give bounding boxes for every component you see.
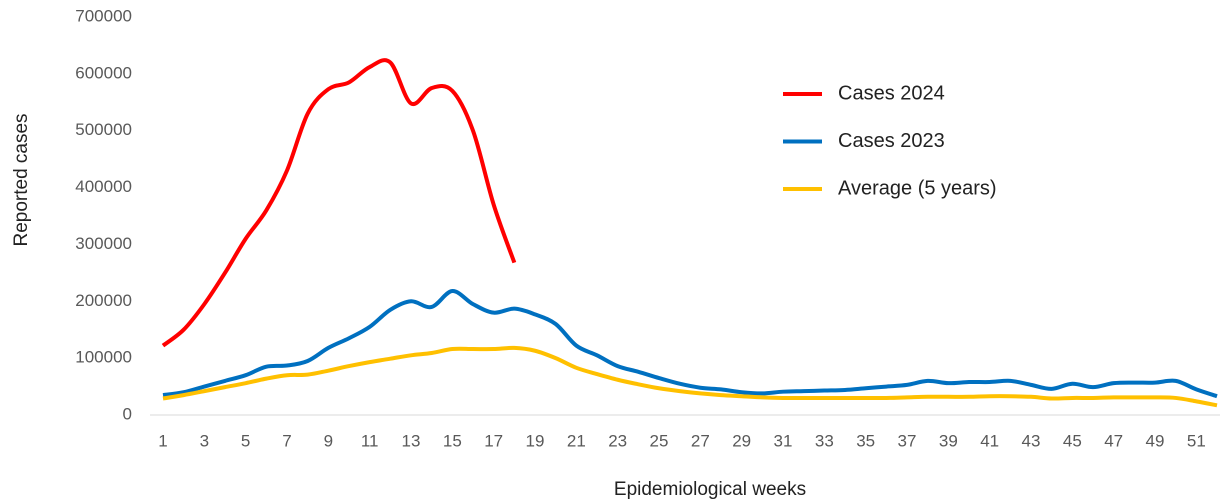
x-tick-label: 43 <box>1022 431 1041 450</box>
x-tick-label: 35 <box>856 431 875 450</box>
x-tick-label: 33 <box>815 431 834 450</box>
x-tick-label: 3 <box>200 431 209 450</box>
y-tick-label: 300000 <box>75 234 132 253</box>
x-tick-label: 11 <box>361 431 379 450</box>
x-tick-label: 47 <box>1104 431 1123 450</box>
y-tick-label: 400000 <box>75 177 132 196</box>
x-tick-label: 9 <box>324 431 333 450</box>
legend-label: Average (5 years) <box>838 177 997 199</box>
y-tick-label: 600000 <box>75 63 132 82</box>
y-tick-label: 500000 <box>75 120 132 139</box>
x-tick-label: 17 <box>484 431 503 450</box>
x-axis-label: Epidemiological weeks <box>614 479 806 500</box>
x-tick-label: 19 <box>526 431 545 450</box>
y-tick-label: 200000 <box>75 291 132 310</box>
y-tick-label: 0 <box>123 404 132 423</box>
x-tick-label: 37 <box>898 431 917 450</box>
x-tick-label: 7 <box>282 431 291 450</box>
x-tick-label: 21 <box>567 431 586 450</box>
x-tick-label: 51 <box>1187 431 1206 450</box>
y-tick-label: 700000 <box>75 6 132 25</box>
legend-label: Cases 2023 <box>838 130 945 152</box>
legend-label: Cases 2024 <box>838 82 945 104</box>
series-line <box>162 289 1218 399</box>
x-tick-label: 29 <box>732 431 751 450</box>
x-tick-label: 45 <box>1063 431 1082 450</box>
y-axis-label: Reported cases <box>11 113 32 246</box>
x-tick-label: 49 <box>1146 431 1165 450</box>
x-tick-label: 15 <box>443 431 462 450</box>
x-tick-label: 39 <box>939 431 958 450</box>
x-tick-label: 5 <box>241 431 250 450</box>
x-tick-label: 13 <box>402 431 421 450</box>
x-tick-label: 1 <box>158 431 167 450</box>
x-tick-label: 25 <box>650 431 669 450</box>
x-tick-label: 31 <box>774 431 793 450</box>
series-line <box>161 58 517 348</box>
x-tick-label: 23 <box>608 431 627 450</box>
y-tick-label: 100000 <box>75 348 132 367</box>
series-line <box>162 345 1218 408</box>
x-tick-label: 41 <box>980 431 999 450</box>
x-tick-label: 27 <box>691 431 710 450</box>
